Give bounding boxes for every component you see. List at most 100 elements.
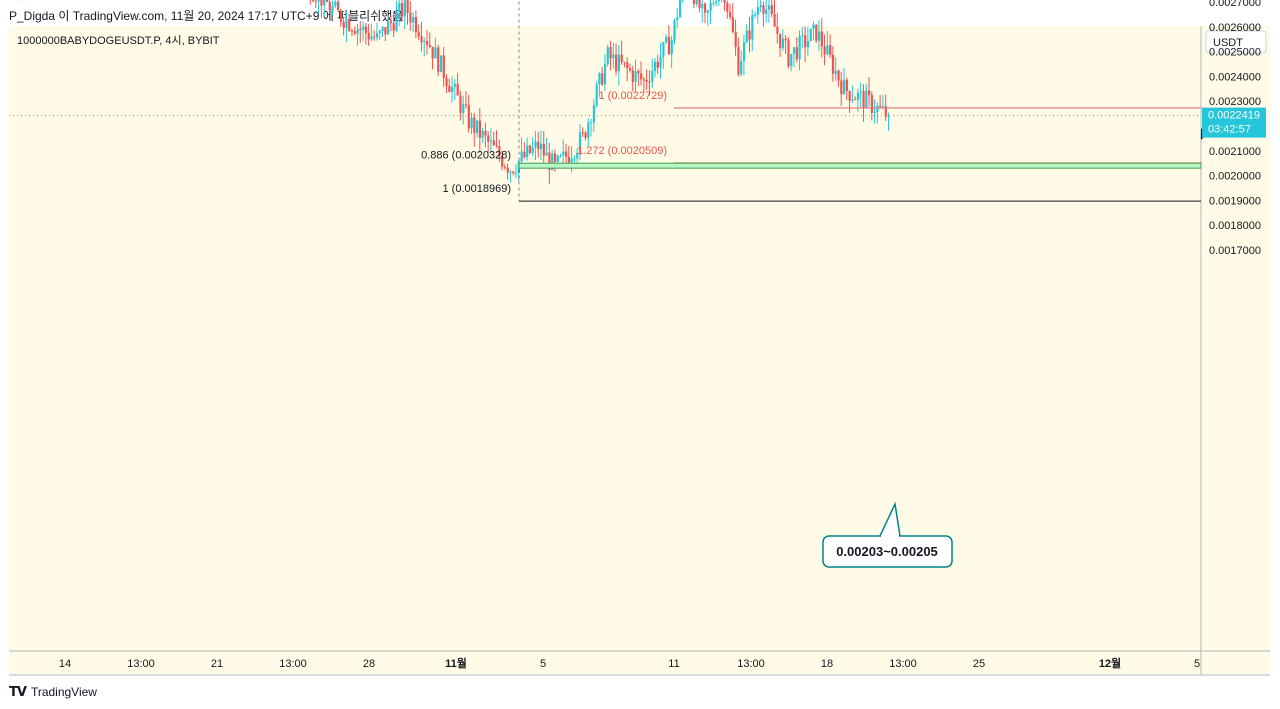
candle-body — [784, 38, 787, 41]
candle-body — [584, 132, 587, 138]
candle-body — [773, 14, 776, 27]
candle-body — [698, 0, 701, 9]
candle-body — [426, 40, 429, 46]
candle-body — [350, 30, 354, 32]
time-tick-label: 12월 — [1099, 656, 1121, 670]
current-price-tag[interactable] — [1202, 107, 1266, 138]
candle-body — [709, 3, 712, 11]
candle-body — [642, 79, 646, 81]
candle-body — [873, 112, 876, 114]
candle-body — [414, 17, 418, 33]
candle-body — [651, 70, 654, 82]
candle-body — [542, 143, 545, 156]
currency-button[interactable] — [1205, 30, 1267, 54]
candle-body — [740, 61, 743, 75]
price-tick-label: 0.0017000 — [1209, 245, 1261, 257]
time-tick-label: 13:00 — [279, 658, 307, 670]
candle-body — [528, 145, 532, 153]
candle-body — [656, 61, 659, 68]
candle-body — [745, 30, 748, 43]
price-tick-label: 0.0018000 — [1209, 220, 1261, 232]
candle-body — [623, 62, 626, 64]
candle-body — [567, 156, 570, 163]
candle-body — [331, 6, 334, 11]
candle-body — [590, 122, 593, 124]
fib-extension-label: 1.272 (0.0020509) — [577, 145, 667, 157]
candle-body — [484, 130, 487, 136]
candle-body — [487, 135, 490, 142]
candle-body — [325, 0, 329, 2]
time-axis — [9, 651, 1270, 675]
candle-body — [653, 61, 657, 71]
candle-body — [498, 146, 501, 157]
candle-body — [748, 30, 751, 40]
candle-body — [626, 62, 629, 69]
candle-body — [765, 9, 768, 14]
candle-body — [442, 55, 445, 79]
tradingview-branding[interactable]: TV TradingView — [9, 684, 97, 700]
time-tick-label: 13:00 — [737, 658, 765, 670]
candle-body — [779, 33, 782, 49]
candle-body — [673, 20, 676, 40]
candle-body — [865, 90, 868, 109]
candle-body — [531, 147, 534, 153]
candle-body — [537, 141, 540, 150]
candle-body — [634, 71, 637, 82]
candle-body — [851, 99, 854, 101]
candle-body — [806, 40, 810, 48]
candle-body — [592, 105, 595, 123]
candle-body — [509, 171, 512, 173]
candle-body — [815, 24, 818, 41]
candle-body — [809, 28, 812, 41]
candle-body — [334, 1, 337, 7]
candle-body — [676, 17, 679, 21]
candle-body — [539, 143, 543, 150]
candle-body — [879, 105, 882, 107]
candle-body — [328, 1, 331, 11]
candle-body — [670, 39, 673, 55]
price-tick-label: 0.0019000 — [1209, 195, 1261, 207]
candle-body — [551, 153, 554, 170]
candle-body — [387, 21, 390, 35]
candle-body — [628, 68, 632, 71]
candle-body — [609, 47, 612, 59]
candle-body — [381, 27, 384, 31]
candle-body — [451, 86, 454, 92]
candle-body — [781, 38, 785, 49]
candle-body — [598, 73, 601, 85]
candle-body — [370, 36, 373, 40]
tradingview-logo-icon: TV — [9, 684, 27, 700]
candle-body — [637, 71, 640, 74]
time-tick-label: 5 — [1194, 658, 1200, 670]
candle-body — [712, 2, 715, 4]
callout-text: 0.00203~0.00205 — [836, 544, 938, 559]
candle-body — [364, 26, 368, 33]
price-tick-label: 0.0021000 — [1209, 146, 1261, 158]
candle-body — [492, 140, 495, 146]
candle-body — [392, 23, 395, 31]
candle-body — [837, 70, 840, 81]
candle-body — [876, 105, 879, 113]
time-tick-label: 18 — [821, 658, 833, 670]
candle-body — [759, 5, 762, 8]
candle-body — [320, 0, 323, 6]
candle-body — [464, 104, 468, 106]
candle-body — [870, 95, 873, 113]
candle-body — [467, 105, 470, 129]
time-tick-label: 11월 — [445, 656, 467, 670]
candle-body — [403, 0, 406, 17]
candle-body — [462, 104, 465, 113]
candle-body — [729, 11, 732, 18]
candle-body — [431, 47, 434, 59]
candle-body — [503, 166, 507, 168]
candle-body — [375, 33, 379, 38]
candle-body — [834, 70, 837, 74]
candle-body — [804, 35, 807, 48]
candle-body — [348, 19, 351, 31]
candle-body — [573, 158, 576, 160]
candle-body — [389, 21, 393, 24]
candle-body — [495, 145, 498, 147]
publish-header: P_Digda 이 TradingView.com, 11월 20, 2024 … — [0, 0, 1280, 26]
candle-body — [384, 27, 387, 35]
